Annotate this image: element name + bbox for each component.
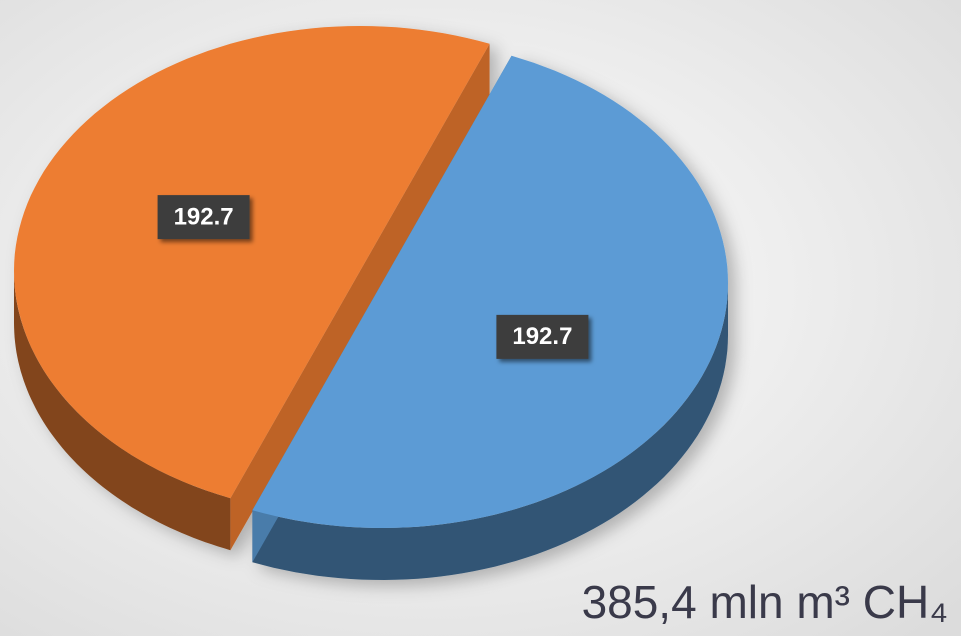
data-label-text: 192.7 bbox=[174, 203, 234, 230]
data-label-box bbox=[496, 314, 589, 359]
slice bbox=[14, 26, 490, 551]
labels: 192.7 192.7 bbox=[157, 195, 589, 359]
annotation: 385,4 mln m³ CH₄ bbox=[582, 576, 948, 628]
slice-side bbox=[252, 283, 728, 580]
slice-cut-face bbox=[360, 43, 490, 324]
data-label: 192.7 bbox=[496, 314, 589, 359]
slice-top bbox=[252, 55, 728, 529]
slice bbox=[252, 55, 728, 580]
slice-top bbox=[14, 26, 490, 499]
slice-cut-face bbox=[230, 271, 360, 551]
data-label-text: 192.7 bbox=[512, 323, 572, 350]
data-label-box bbox=[157, 195, 250, 240]
slice-side bbox=[14, 271, 231, 551]
pie bbox=[14, 26, 728, 580]
data-label: 192.7 bbox=[157, 195, 250, 240]
